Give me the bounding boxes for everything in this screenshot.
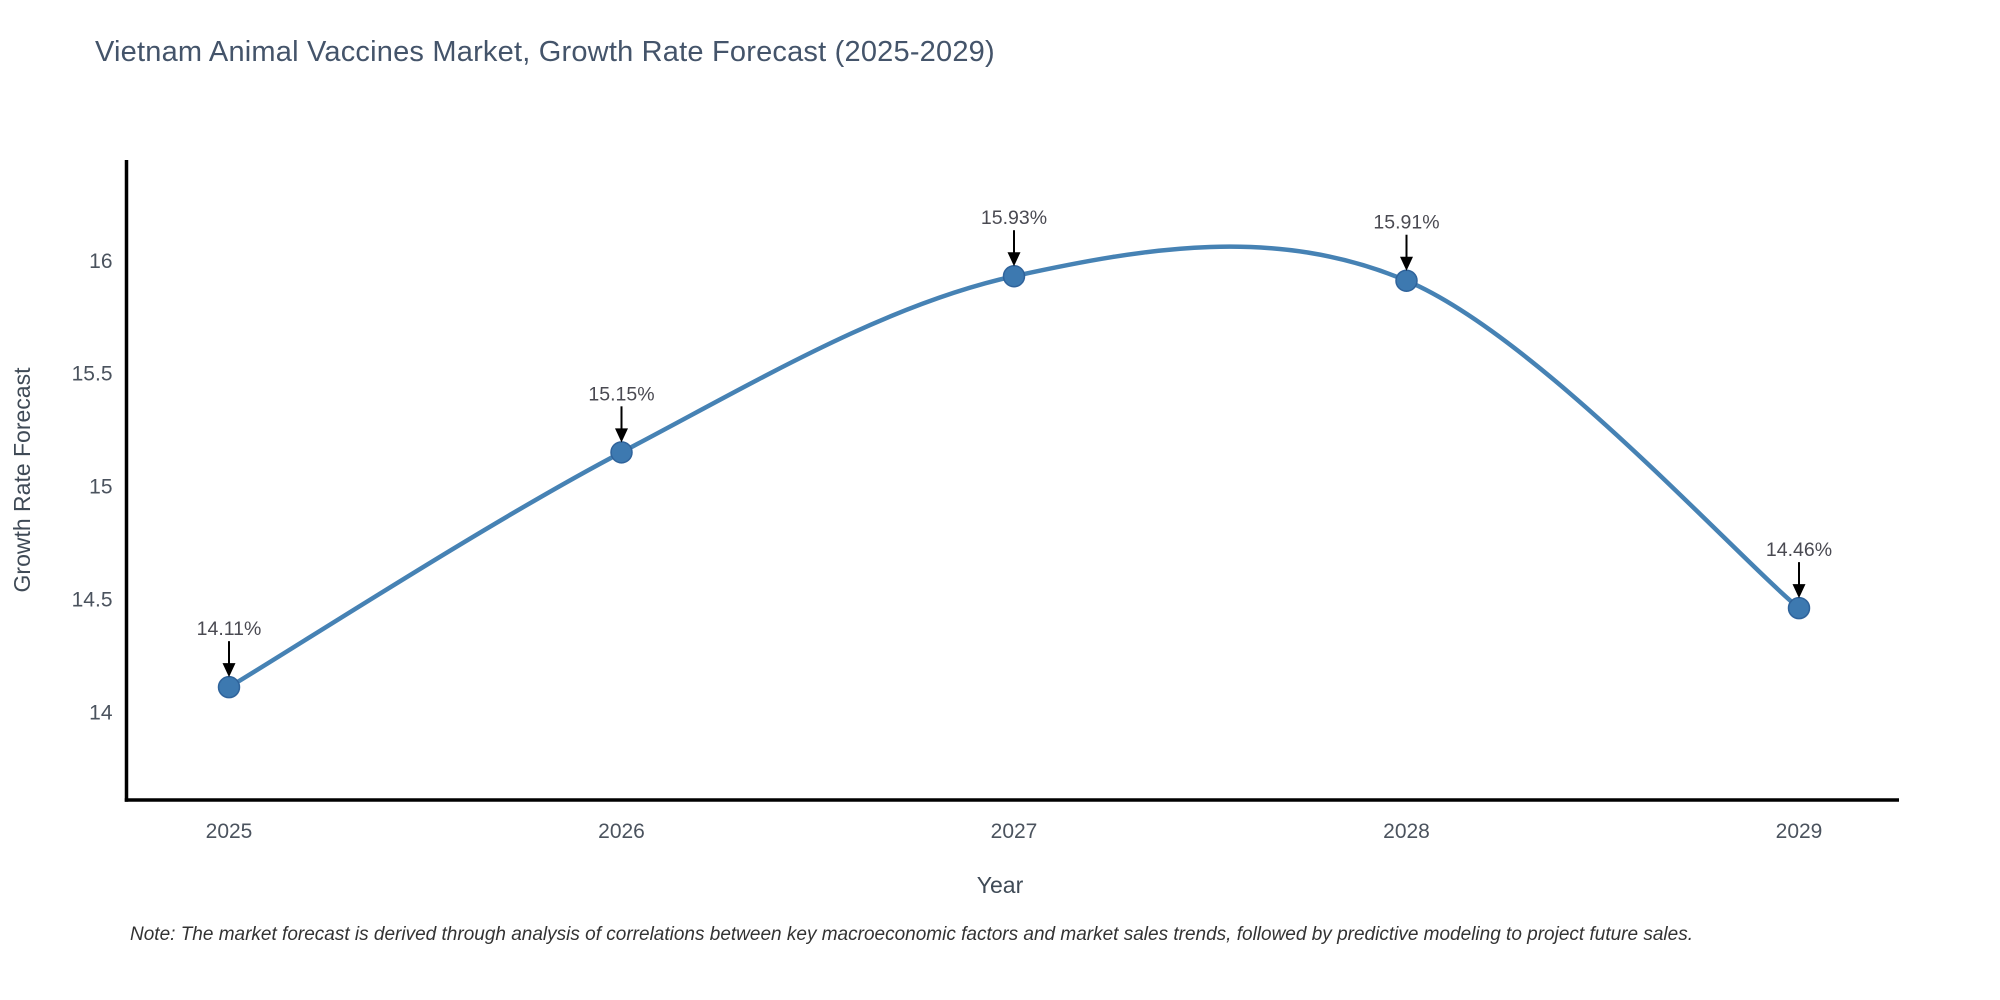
annotation-arrowhead — [1792, 584, 1806, 599]
forecast-line — [226, 244, 1802, 690]
data-label: 14.46% — [1766, 539, 1832, 561]
x-tick-label: 2028 — [1383, 820, 1430, 843]
y-tick-label: 14 — [89, 701, 113, 724]
data-point-2025[interactable] — [217, 675, 241, 699]
y-tick-label: 14.5 — [72, 588, 113, 611]
x-tick-label: 2026 — [598, 820, 645, 843]
data-point-2029[interactable] — [1787, 596, 1811, 620]
data-label: 15.93% — [981, 207, 1047, 229]
y-axis-title: Growth Rate Forecast — [9, 367, 35, 593]
y-tick-label: 15 — [89, 476, 112, 499]
x-axis-title: Year — [977, 872, 1024, 898]
annotation-arrowhead — [1400, 256, 1413, 271]
annotation-arrowhead — [615, 428, 628, 443]
data-point-2027[interactable] — [1002, 264, 1026, 288]
y-tick-label: 16 — [89, 250, 112, 273]
chart-title: Vietnam Animal Vaccines Market, Growth R… — [95, 36, 995, 68]
data-label: 15.15% — [588, 383, 654, 405]
data-point-2028[interactable] — [1395, 269, 1418, 292]
annotation-arrowhead — [1007, 252, 1021, 267]
footnote: Note: The market forecast is derived thr… — [130, 924, 1693, 945]
x-tick-label: 2025 — [206, 820, 253, 843]
x-tick-label: 2029 — [1776, 820, 1823, 843]
annotation-arrowhead — [222, 663, 236, 678]
data-label: 14.11% — [197, 618, 262, 640]
data-label: 15.91% — [1373, 212, 1439, 234]
x-tick-label: 2027 — [991, 820, 1038, 843]
y-tick-label: 15.5 — [72, 363, 113, 386]
data-point-2026[interactable] — [610, 441, 633, 464]
